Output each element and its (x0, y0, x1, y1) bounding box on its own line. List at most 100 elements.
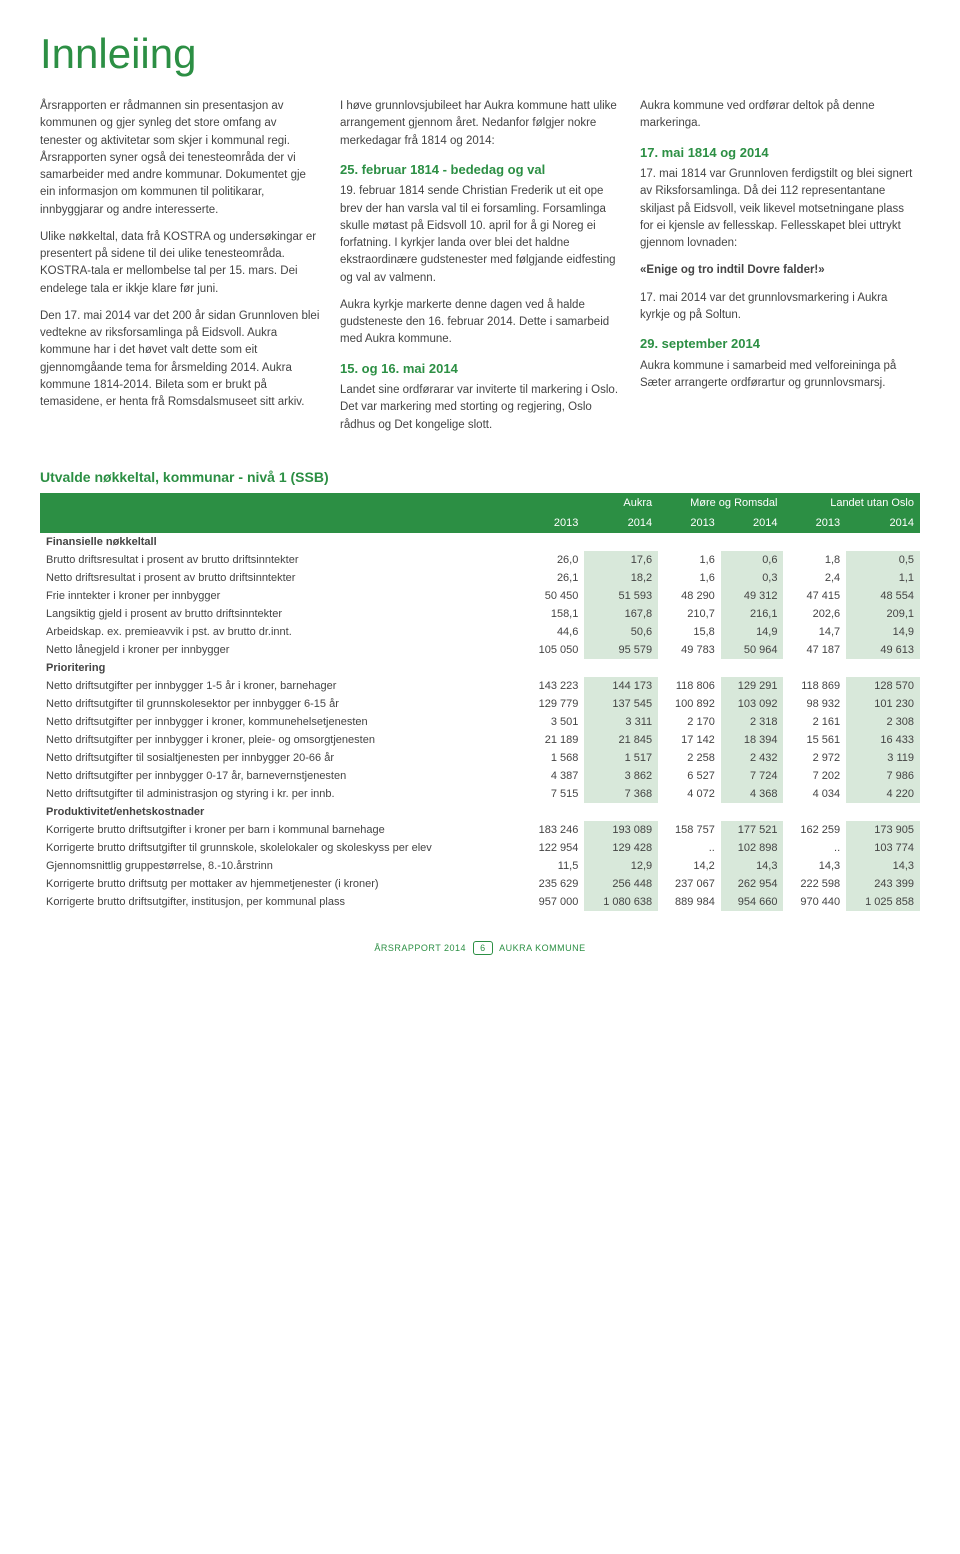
cell: 137 545 (584, 695, 658, 713)
para: 19. februar 1814 sende Christian Frederi… (340, 183, 620, 287)
col-year: 2013 (783, 513, 846, 533)
cell: 256 448 (584, 875, 658, 893)
cell: 48 554 (846, 587, 920, 605)
cell: 18 394 (721, 731, 784, 749)
table-row: Netto driftsutgifter per innbygger 0-17 … (40, 767, 920, 785)
table-section: Prioritering (40, 659, 920, 677)
row-label: Frie inntekter i kroner per innbygger (40, 587, 522, 605)
cell: 158,1 (522, 605, 585, 623)
para: Aukra kyrkje markerte denne dagen ved å … (340, 297, 620, 349)
row-label: Netto driftsresultat i prosent av brutto… (40, 569, 522, 587)
cell: 17,6 (584, 551, 658, 569)
cell: 17 142 (658, 731, 721, 749)
row-label: Netto driftsutgifter til sosialtjenesten… (40, 749, 522, 767)
cell: 14,2 (658, 857, 721, 875)
cell: 0,3 (721, 569, 784, 587)
row-label: Netto driftsutgifter per innbygger i kro… (40, 713, 522, 731)
cell: 50 450 (522, 587, 585, 605)
cell: 100 892 (658, 695, 721, 713)
cell: 15 561 (783, 731, 846, 749)
cell: 202,6 (783, 605, 846, 623)
table-row: Netto driftsutgifter til sosialtjenesten… (40, 749, 920, 767)
table-section: Produktivitet/enhetskostnader (40, 803, 920, 821)
cell: 50 964 (721, 641, 784, 659)
cell: 1,6 (658, 569, 721, 587)
cell: 21 845 (584, 731, 658, 749)
cell: 158 757 (658, 821, 721, 839)
row-label: Gjennomsnittlig gruppestørrelse, 8.-10.å… (40, 857, 522, 875)
cell: 2 432 (721, 749, 784, 767)
para: Årsrapporten er rådmannen sin presentasj… (40, 98, 320, 219)
cell: 4 368 (721, 785, 784, 803)
cell: 262 954 (721, 875, 784, 893)
cell: 4 387 (522, 767, 585, 785)
cell: 48 290 (658, 587, 721, 605)
row-label: Netto driftsutgifter per innbygger i kro… (40, 731, 522, 749)
intro-columns: Årsrapporten er rådmannen sin presentasj… (40, 98, 920, 444)
col-year: 2013 (658, 513, 721, 533)
table-row: Netto driftsutgifter til grunnskolesekto… (40, 695, 920, 713)
cell: 7 724 (721, 767, 784, 785)
cell: 21 189 (522, 731, 585, 749)
row-label: Arbeidskap. ex. premieavvik i pst. av br… (40, 623, 522, 641)
table-title: Utvalde nøkkeltal, kommunar - nivå 1 (SS… (40, 469, 920, 485)
cell: 193 089 (584, 821, 658, 839)
cell: 6 527 (658, 767, 721, 785)
cell: 1,6 (658, 551, 721, 569)
sub-heading: 15. og 16. mai 2014 (340, 359, 620, 379)
cell: 14,3 (721, 857, 784, 875)
sub-heading: 25. februar 1814 - bededag og val (340, 160, 620, 180)
row-label: Korrigerte brutto driftsutg per mottaker… (40, 875, 522, 893)
kostra-table: Aukra Møre og Romsdal Landet utan Oslo 2… (40, 493, 920, 911)
cell: 26,0 (522, 551, 585, 569)
cell: 1 080 638 (584, 893, 658, 911)
cell: 237 067 (658, 875, 721, 893)
cell: .. (783, 839, 846, 857)
cell: 957 000 (522, 893, 585, 911)
cell: 122 954 (522, 839, 585, 857)
cell: 0,5 (846, 551, 920, 569)
table-row: Netto driftsutgifter per innbygger 1-5 å… (40, 677, 920, 695)
cell: 129 779 (522, 695, 585, 713)
cell: 2 972 (783, 749, 846, 767)
cell: 144 173 (584, 677, 658, 695)
row-label: Korrigerte brutto driftsutgifter, instit… (40, 893, 522, 911)
col-year: 2014 (846, 513, 920, 533)
cell: 128 570 (846, 677, 920, 695)
cell: 18,2 (584, 569, 658, 587)
table-row: Langsiktig gjeld i prosent av brutto dri… (40, 605, 920, 623)
col-year: 2014 (584, 513, 658, 533)
para: 17. mai 2014 var det grunnlovsmarkering … (640, 290, 920, 325)
table-row: Brutto driftsresultat i prosent av brutt… (40, 551, 920, 569)
cell: 103 092 (721, 695, 784, 713)
cell: 118 869 (783, 677, 846, 695)
cell: 162 259 (783, 821, 846, 839)
cell: .. (658, 839, 721, 857)
para: Landet sine ordførarar var inviterte til… (340, 382, 620, 434)
table-row: Arbeidskap. ex. premieavvik i pst. av br… (40, 623, 920, 641)
row-label: Netto driftsutgifter per innbygger 0-17 … (40, 767, 522, 785)
para: 17. mai 1814 var Grunnloven ferdigstilt … (640, 166, 920, 252)
table-row: Netto driftsresultat i prosent av brutto… (40, 569, 920, 587)
sub-heading: 29. september 2014 (640, 334, 920, 354)
cell: 105 050 (522, 641, 585, 659)
row-label: Brutto driftsresultat i prosent av brutt… (40, 551, 522, 569)
footer-right: AUKRA KOMMUNE (499, 943, 586, 953)
row-label: Netto driftsutgifter til administrasjon … (40, 785, 522, 803)
cell: 3 119 (846, 749, 920, 767)
cell: 177 521 (721, 821, 784, 839)
cell: 1,8 (783, 551, 846, 569)
cell: 51 593 (584, 587, 658, 605)
cell: 129 291 (721, 677, 784, 695)
cell: 103 774 (846, 839, 920, 857)
cell: 2 318 (721, 713, 784, 731)
cell: 243 399 (846, 875, 920, 893)
cell: 143 223 (522, 677, 585, 695)
footer-left: ÅRSRAPPORT 2014 (374, 943, 466, 953)
page-title: Innleiing (40, 30, 920, 78)
cell: 954 660 (721, 893, 784, 911)
col-group: Landet utan Oslo (783, 493, 920, 513)
cell: 2 170 (658, 713, 721, 731)
table-header-years: 2013 2014 2013 2014 2013 2014 (40, 513, 920, 533)
cell: 235 629 (522, 875, 585, 893)
